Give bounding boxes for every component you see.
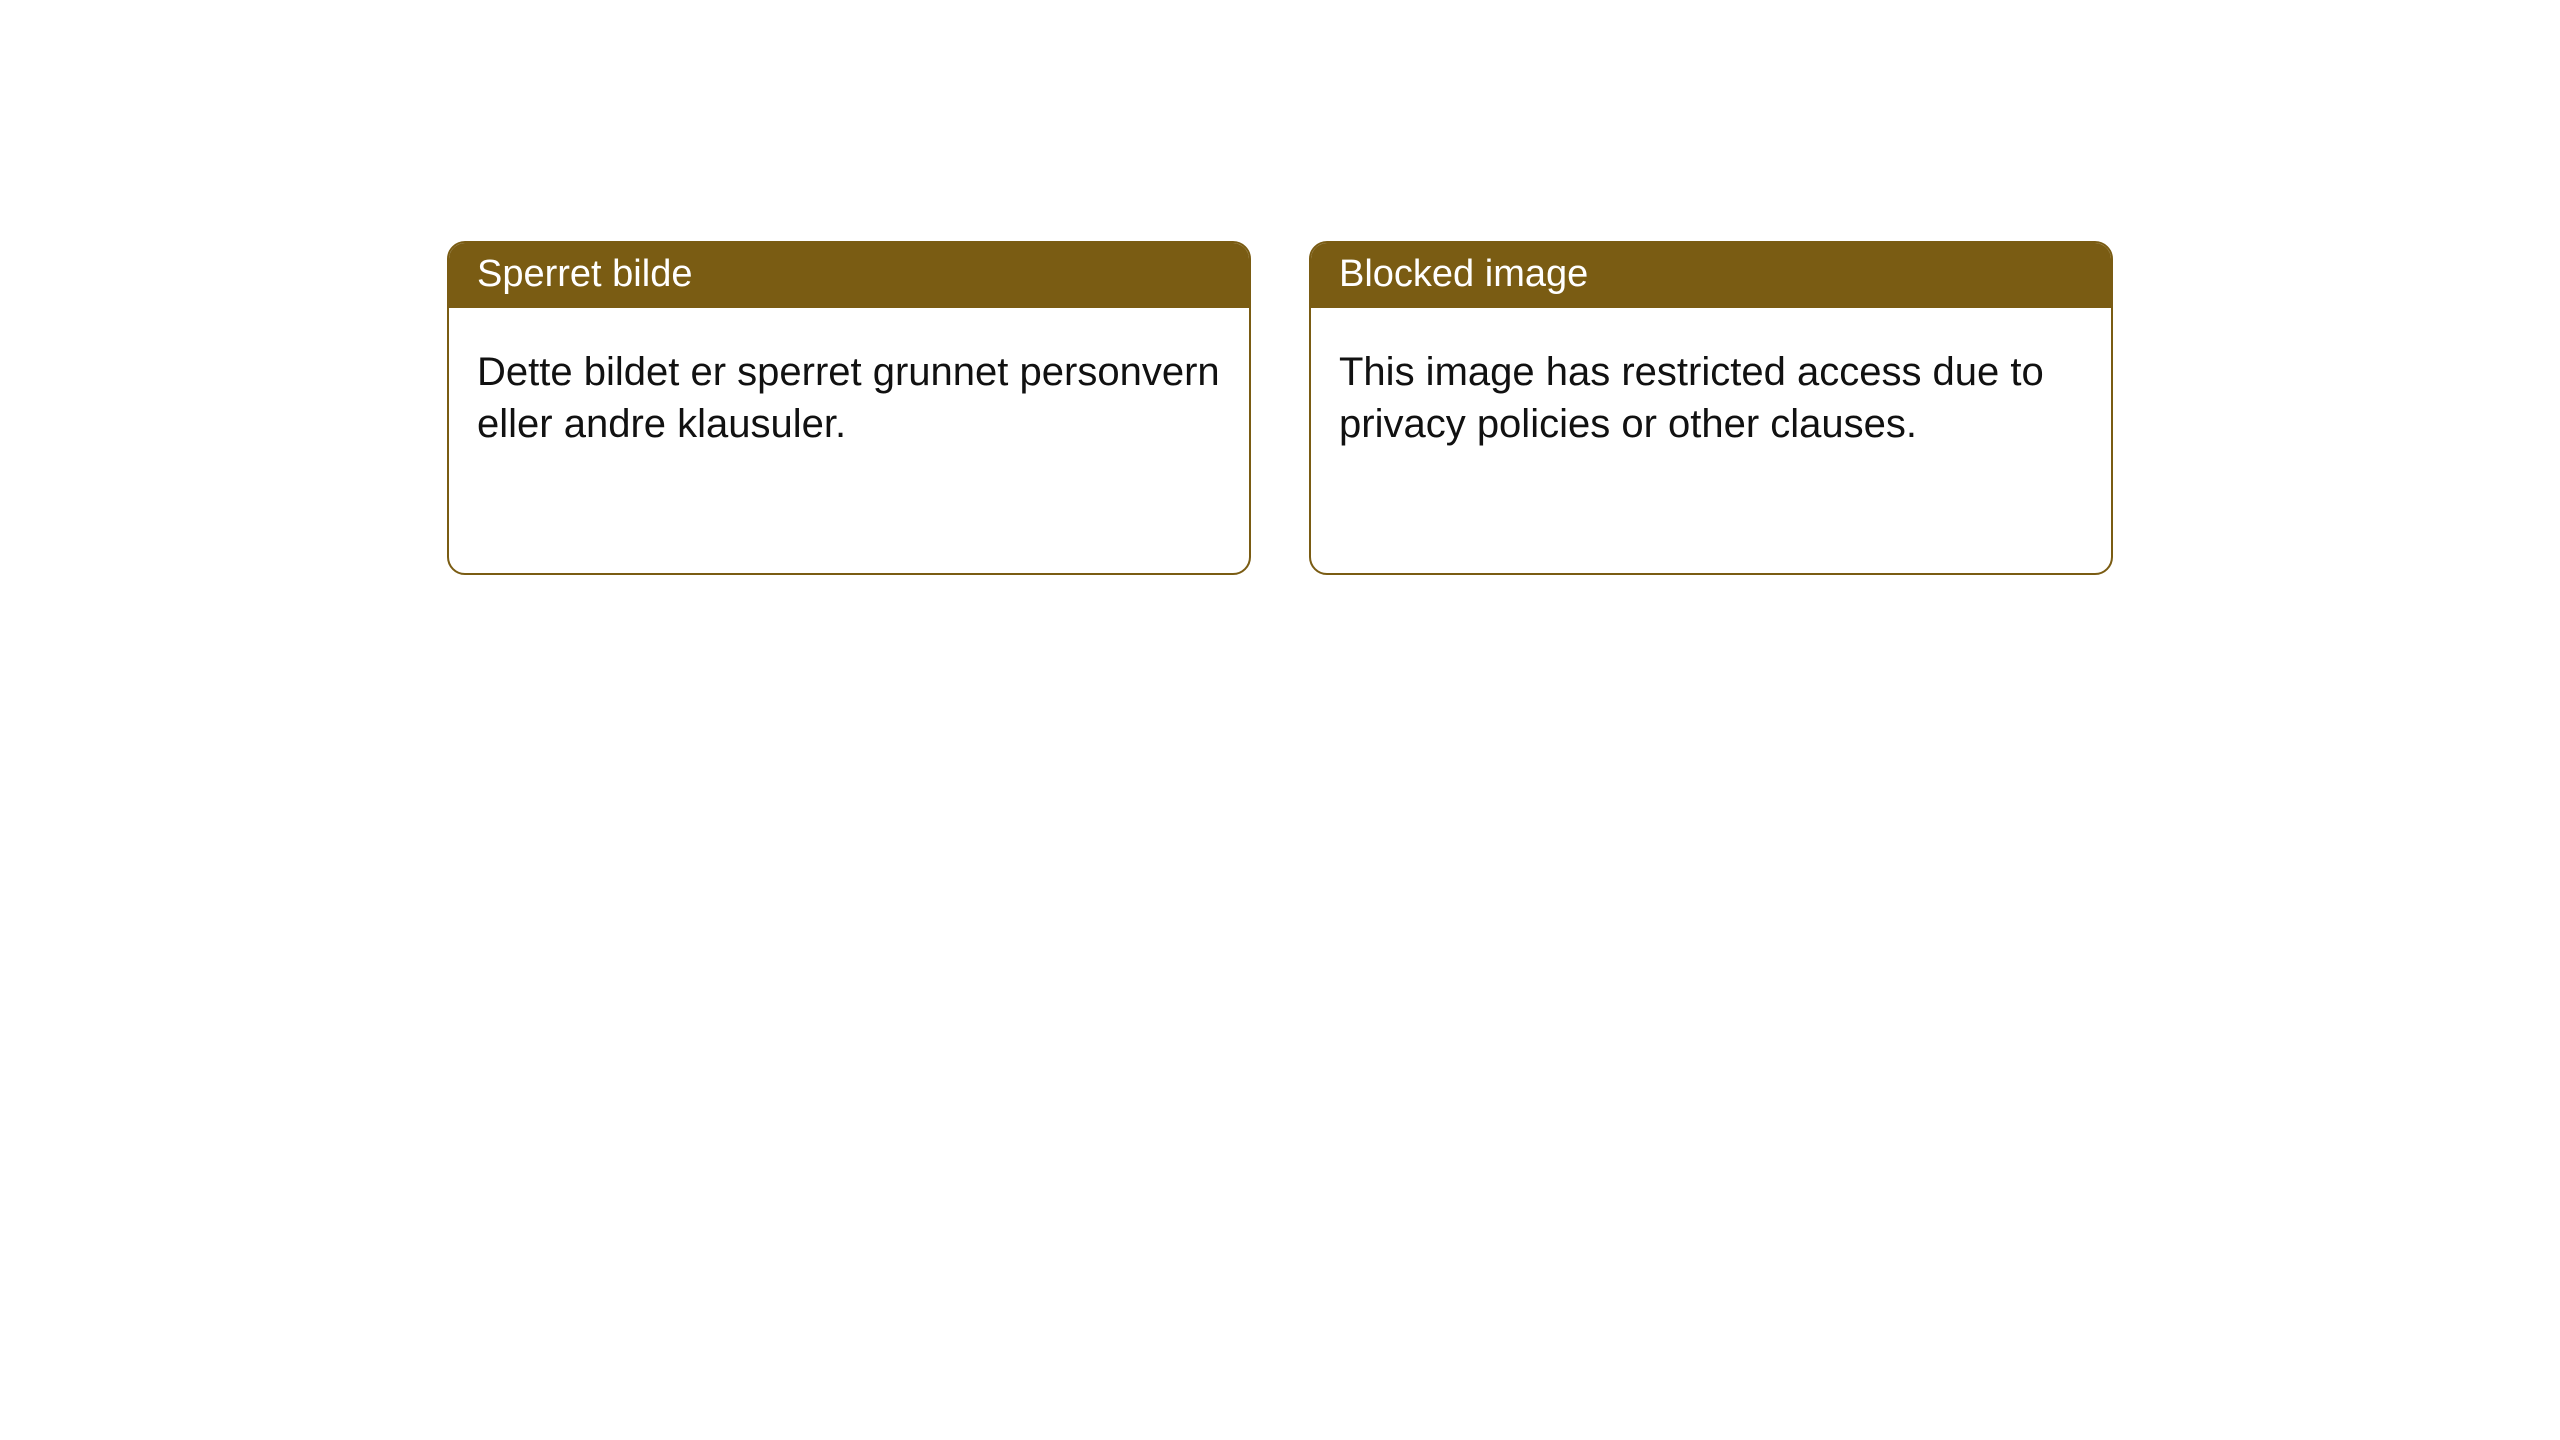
- notice-body-norwegian: Dette bildet er sperret grunnet personve…: [449, 308, 1249, 488]
- notice-box-norwegian: Sperret bilde Dette bildet er sperret gr…: [447, 241, 1251, 575]
- notice-box-english: Blocked image This image has restricted …: [1309, 241, 2113, 575]
- notice-header-norwegian: Sperret bilde: [449, 243, 1249, 308]
- notice-container: Sperret bilde Dette bildet er sperret gr…: [0, 0, 2560, 575]
- notice-header-english: Blocked image: [1311, 243, 2111, 308]
- notice-body-english: This image has restricted access due to …: [1311, 308, 2111, 488]
